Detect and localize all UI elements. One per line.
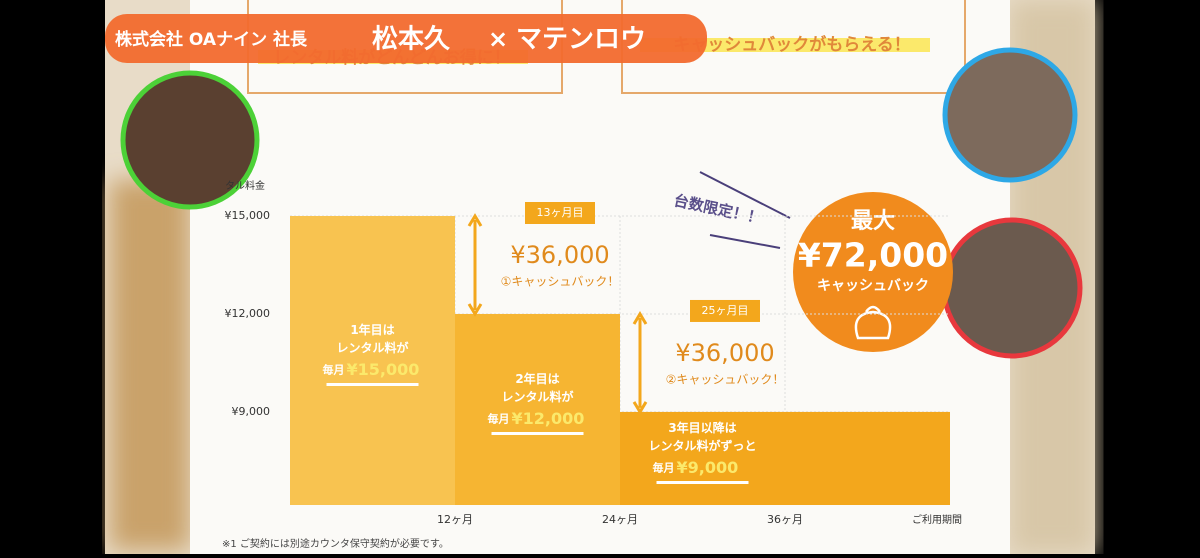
- y-axis-label: タル料金: [225, 179, 265, 192]
- x-tick-label: 12ヶ月: [437, 513, 473, 526]
- bar: [290, 216, 455, 505]
- bar-note-prefix: 毎月: [488, 411, 510, 425]
- guest-video: [941, 217, 1083, 359]
- bar-note: レンタル料が: [336, 340, 408, 355]
- badge-top: 最大: [851, 209, 895, 234]
- y-tick-label: ¥15,000: [225, 209, 271, 222]
- bar-note: レンタル料がずっと: [648, 438, 756, 453]
- cashback-text: ①キャッシュバック！: [501, 275, 620, 289]
- bar-note: レンタル料が: [501, 389, 573, 404]
- footnote: ※1 ご契約には別途カウンタ保守契約が必要です。: [222, 537, 449, 550]
- badge-text: キャッシュバック: [817, 278, 929, 294]
- guest-video: [942, 47, 1078, 183]
- x-axis-label: ご利用期間: [912, 513, 962, 526]
- y-tick-label: ¥12,000: [225, 307, 271, 320]
- highlight: [640, 38, 930, 52]
- decor-line: [699, 171, 791, 219]
- bar-note-prefix: 毎月: [323, 363, 345, 377]
- bar: [785, 411, 950, 505]
- tag-box: [525, 202, 595, 224]
- bar-note: 1年目は: [350, 322, 394, 337]
- y-tick-label: ¥9,000: [232, 405, 271, 418]
- value-label: ¥12,000: [512, 409, 585, 428]
- banner-name: 松本久: [372, 25, 450, 55]
- cashback-text: ②キャッシュバック！: [666, 372, 785, 386]
- x-tick-label: 24ヶ月: [602, 513, 638, 526]
- bar: [455, 313, 620, 505]
- plot: タル料金 ¥15,000 ¥12,000 ¥9,000 12ヶ月 24ヶ月 36ヶ月 ご利用期…: [225, 179, 963, 526]
- x-tick-label: 36ヶ月: [767, 513, 803, 526]
- blur-left: [110, 180, 190, 550]
- cashback-amount: ¥36,000: [510, 241, 609, 269]
- badge-amount: ¥72,000: [798, 236, 948, 275]
- banner-guest: マテンロウ: [516, 25, 646, 55]
- tag-box: [690, 299, 760, 322]
- bar-note-prefix: 毎月: [653, 460, 675, 474]
- bar-note: 3年目以降は: [668, 420, 736, 435]
- top-box-text: キャッシュバックがもらえる！: [673, 34, 911, 55]
- purse-icon: [854, 305, 892, 340]
- value-label: ¥9,000: [677, 458, 739, 477]
- badge: [793, 192, 953, 352]
- bar: [620, 411, 785, 505]
- decor-line: [709, 234, 781, 249]
- tag-text: 25ヶ月目: [702, 304, 749, 317]
- arrow-head: [632, 311, 648, 415]
- value-label: ¥15,000: [347, 360, 420, 379]
- guest-video: [120, 70, 260, 210]
- tag-text: 13ヶ月目: [537, 206, 584, 219]
- arrow-head: [467, 213, 483, 317]
- cashback-amount: ¥36,000: [675, 339, 774, 367]
- banner: [105, 14, 707, 63]
- bar-note: 2年目は: [515, 371, 559, 386]
- banner-cross: ×: [488, 25, 508, 53]
- banner-company: 株式会社 OAナイン 社長: [115, 29, 308, 50]
